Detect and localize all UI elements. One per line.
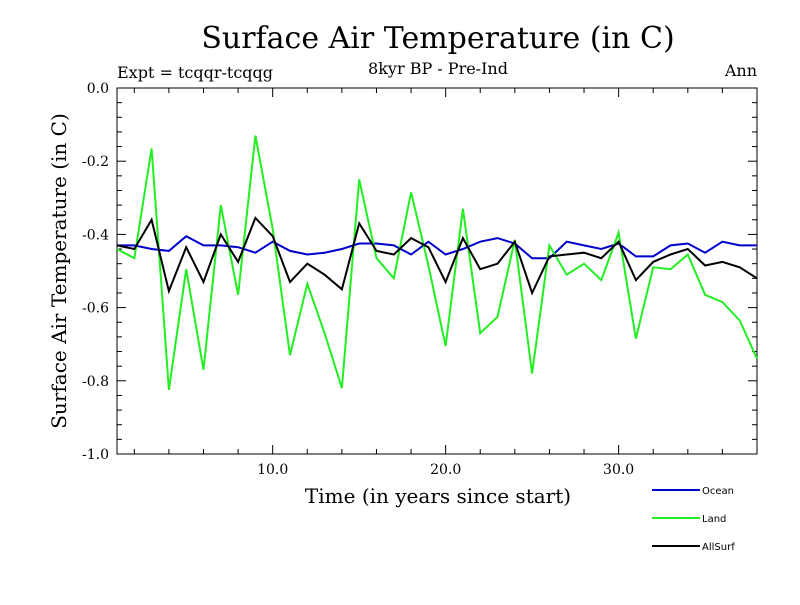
y-tick-label: -0.2 xyxy=(82,154,109,170)
y-tick-label: -0.4 xyxy=(82,227,109,243)
legend-label-ocean: Ocean xyxy=(702,486,734,497)
period-label: 8kyr BP - Pre-Ind xyxy=(368,59,508,78)
series-line-land xyxy=(116,135,758,391)
x-tick-labels: 10.0 20.0 30.0 xyxy=(257,462,634,478)
axis-ticks xyxy=(117,87,758,455)
plot-frame xyxy=(116,87,758,455)
series-lines xyxy=(116,135,758,391)
x-tick-label: 30.0 xyxy=(603,462,634,478)
chart-title: Surface Air Temperature (in C) xyxy=(201,21,674,56)
x-tick-label: 10.0 xyxy=(257,462,288,478)
legend: Ocean Land AllSurf xyxy=(652,486,735,553)
x-axis-label: Time (in years since start) xyxy=(305,484,571,508)
y-tick-label: 0.0 xyxy=(87,81,109,97)
y-tick-label: -0.8 xyxy=(82,374,109,390)
experiment-label: Expt = tcqqr-tcqqg xyxy=(117,63,273,82)
season-label: Ann xyxy=(724,61,757,80)
series-line-ocean xyxy=(117,234,757,260)
y-tick-labels: 0.0 -0.2 -0.4 -0.6 -0.8 -1.0 xyxy=(82,81,109,463)
x-tick-label: 20.0 xyxy=(430,462,461,478)
series-line-allsurf xyxy=(116,216,758,296)
legend-label-allsurf: AllSurf xyxy=(702,542,735,553)
legend-label-land: Land xyxy=(702,514,726,525)
y-axis-label: Surface Air Temperature (in C) xyxy=(47,113,71,429)
y-tick-label: -1.0 xyxy=(82,447,109,463)
y-tick-label: -0.6 xyxy=(82,301,109,317)
